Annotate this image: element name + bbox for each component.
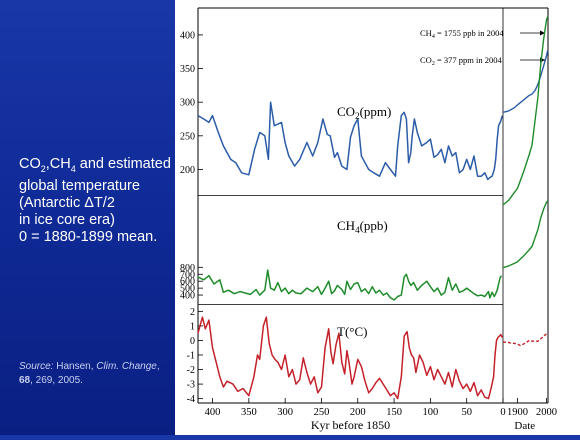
x-tick-label: 350: [241, 407, 257, 418]
panel-label-ch4: CH4(ppb): [337, 218, 388, 235]
panel-co2: 200 250 300 350 400 CO2(ppm) CO2 = 377 ppm in …: [180, 30, 549, 181]
x-tick-label: 400: [205, 407, 221, 418]
chart-panel: 200 250 300 350 400 CO2(ppm) CO2 = 377 ppm in …: [175, 0, 580, 435]
source-volume: 68: [19, 375, 31, 386]
x-tick-label: 150: [386, 407, 402, 418]
x-tick-date-label: 2000: [536, 407, 557, 418]
y-tick-label: 2: [190, 307, 195, 318]
source-label: Source:: [19, 361, 54, 372]
series-co2-ice-core: [197, 101, 504, 181]
y-tick-label: -4: [187, 394, 195, 405]
chart-caption: CO2,CH4 and estimated global temperature…: [19, 156, 179, 246]
x-tick-label: 300: [277, 407, 293, 418]
panel-label-t: T(°C): [337, 324, 367, 339]
caption-line-1: CO2,CH4 and estimated: [19, 156, 171, 174]
source-citation: Source: Hansen, Clim. Change, 68, 269, 2…: [19, 361, 160, 386]
y-tick-label: 350: [180, 64, 195, 75]
source-rest: , 269, 2005.: [30, 375, 83, 386]
source-journal: Clim. Change: [96, 361, 157, 372]
x-axis-title-date: Date: [514, 420, 535, 432]
y-tick-label: 0: [190, 336, 195, 347]
panel-label-co2: CO2(ppm): [337, 104, 391, 121]
panel-t: -4 -3 -2 -1 0 1 2 T(°C): [187, 307, 549, 405]
y-tick-label: 200: [180, 165, 195, 176]
series-ch4-modern: [502, 200, 549, 269]
caption-line-2: global temperature: [19, 177, 140, 194]
x-tick-label: 250: [314, 407, 330, 418]
y-tick-label: 400: [180, 30, 195, 41]
y-tick-label: 1: [190, 321, 195, 332]
x-tick-label: 50: [461, 407, 472, 418]
y-tick-label: 700: [180, 270, 195, 281]
y-tick-label: 600: [180, 277, 195, 288]
source-authors: Hansen,: [53, 361, 97, 372]
y-tick-label: -1: [187, 351, 195, 362]
series-t-modern: [502, 331, 549, 347]
arrow-head: [540, 30, 545, 36]
y-tick-label: 250: [180, 131, 195, 142]
annotation-co2: CO2 = 377 ppm in 2004: [420, 55, 502, 67]
series-ch4-modern-rise: [502, 16, 549, 206]
caption-line-5: 0 = 1880-1899 mean.: [19, 228, 158, 245]
x-tick-label: 100: [423, 407, 439, 418]
y-tick-label: -3: [187, 380, 195, 391]
y-tick-label: 300: [180, 98, 195, 109]
y-tick-label: -2: [187, 365, 195, 376]
annotation-ch4: CH4 = 1755 ppb in 2004: [420, 28, 504, 40]
y-tick-label: 800: [180, 263, 195, 274]
series-ch4-ice-core: [197, 269, 503, 301]
x-tick-label: 200: [350, 407, 366, 418]
series-t-ice-core: [197, 316, 503, 400]
caption-line-4: in ice core era): [19, 211, 115, 228]
series-co2-modern: [502, 50, 549, 113]
x-tick-label: 0: [500, 407, 505, 418]
caption-line-3: (Antarctic ΔT/2: [19, 194, 115, 211]
x-axis-title: Kyr before 1850: [311, 418, 390, 432]
x-tick-date-label: 1900: [507, 407, 528, 418]
y-tick-label: 400: [180, 291, 195, 302]
y-tick-label: 500: [180, 284, 195, 295]
